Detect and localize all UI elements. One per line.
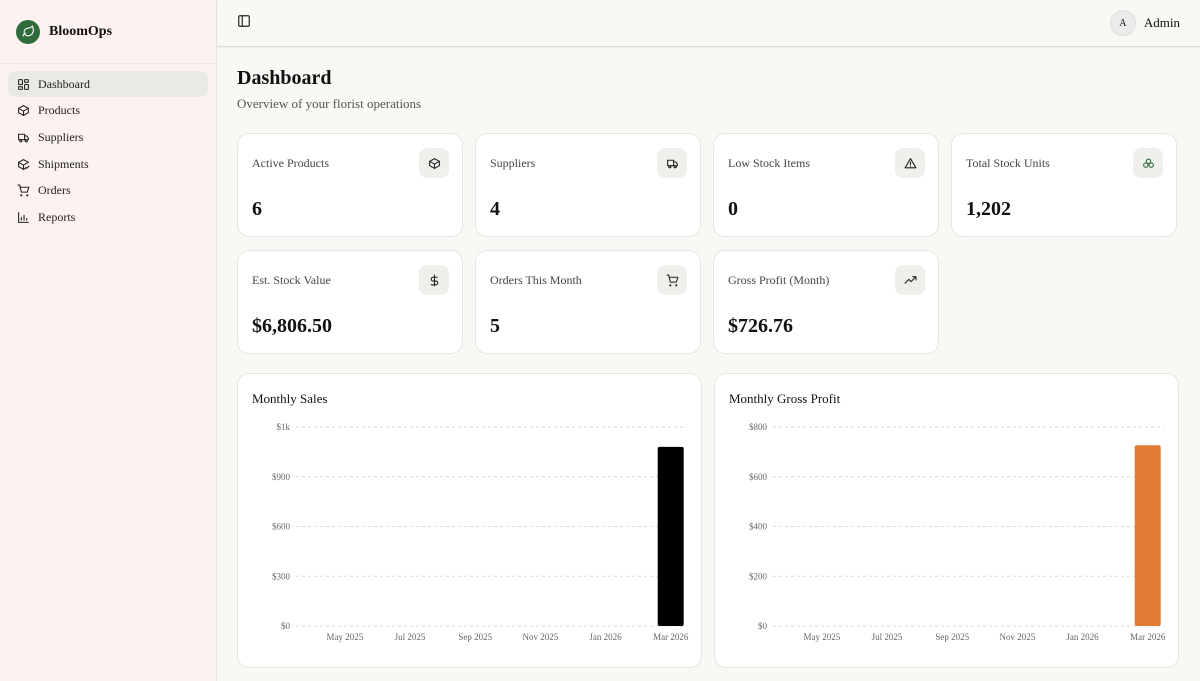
package-check-icon: [17, 158, 38, 171]
cart-icon: [657, 265, 687, 295]
x-tick-label: Sep 2025: [935, 632, 969, 642]
stat-card: Low Stock Items 0: [713, 133, 939, 237]
avatar: A: [1109, 10, 1136, 36]
chart-title: Monthly Sales: [252, 391, 328, 406]
trending-up-icon: [895, 265, 925, 295]
sidebar-item-reports[interactable]: Reports: [8, 204, 208, 230]
x-tick-label: Sep 2025: [458, 632, 492, 642]
stat-label: Orders This Month: [490, 273, 582, 287]
x-tick-label: Mar 2026: [1130, 632, 1166, 642]
x-tick-label: Nov 2025: [1000, 632, 1036, 642]
sidebar-item-label: Reports: [38, 209, 76, 224]
stat-label: Suppliers: [490, 156, 536, 170]
stat-label: Total Stock Units: [966, 156, 1050, 170]
monthly-gross-profit-chart: Monthly Gross Profit $0 $200 $400 $600 $800 Ma…: [714, 373, 1179, 668]
stat-card: Suppliers 4: [475, 133, 701, 237]
stat-card: Est. Stock Value $6,806.50: [237, 250, 463, 354]
stat-value: 5: [490, 315, 500, 337]
brand[interactable]: BloomOps: [0, 0, 216, 64]
sidebar: BloomOps Dashboard Products Suppliers Shipm…: [0, 0, 217, 681]
sidebar-item-label: Dashboard: [38, 76, 90, 91]
x-tick-label: May 2025: [327, 632, 364, 642]
sidebar-item-dashboard[interactable]: Dashboard: [8, 71, 208, 97]
y-tick-label: $900: [272, 472, 291, 482]
dashboard-icon: [17, 78, 38, 91]
sidebar-item-label: Products: [38, 103, 80, 118]
user-name: Admin: [1143, 15, 1180, 30]
stat-value: 6: [252, 198, 262, 220]
page-title: Dashboard: [237, 67, 332, 89]
chart-title: Monthly Gross Profit: [729, 391, 841, 406]
y-tick-label: $0: [281, 621, 291, 631]
user-menu[interactable]: A Admin: [1109, 10, 1180, 36]
package-icon: [419, 148, 449, 178]
page-subtitle: Overview of your florist operations: [237, 96, 422, 111]
sidebar-toggle-icon[interactable]: [237, 14, 251, 33]
stat-card: Total Stock Units 1,202: [951, 133, 1177, 237]
x-tick-label: Jan 2026: [589, 632, 622, 642]
stat-value: 0: [728, 198, 738, 220]
main-content: Dashboard Overview of your florist opera…: [237, 67, 1179, 668]
y-tick-label: $300: [272, 571, 291, 581]
x-tick-label: Jul 2025: [395, 632, 426, 642]
y-tick-label: $1k: [277, 422, 291, 432]
bar-chart-icon: [17, 211, 38, 224]
stat-value: $726.76: [728, 315, 793, 337]
bar-mar-2026: [657, 446, 684, 626]
truck-icon: [17, 131, 38, 144]
dollar-icon: [419, 265, 449, 295]
x-tick-label: Jul 2025: [872, 632, 903, 642]
stat-label: Gross Profit (Month): [728, 273, 830, 287]
cart-icon: [17, 184, 38, 197]
alert-triangle-icon: [895, 148, 925, 178]
package-icon: [17, 104, 38, 117]
stat-value: $6,806.50: [252, 315, 332, 337]
y-tick-label: $400: [749, 522, 768, 532]
flower-icon: [1133, 148, 1163, 178]
stat-label: Low Stock Items: [728, 156, 810, 170]
y-tick-label: $600: [749, 472, 768, 482]
stat-card: Active Products 6: [237, 133, 463, 237]
y-tick-label: $600: [272, 522, 291, 532]
sidebar-item-label: Suppliers: [38, 129, 84, 144]
y-tick-label: $800: [749, 422, 768, 432]
stat-card: Orders This Month 5: [475, 250, 701, 354]
x-tick-label: Mar 2026: [653, 632, 689, 642]
topbar: A Admin: [217, 0, 1200, 47]
y-tick-label: $0: [758, 621, 768, 631]
sidebar-item-orders[interactable]: Orders: [8, 178, 208, 204]
x-tick-label: Jan 2026: [1066, 632, 1099, 642]
bar-mar-2026: [1134, 445, 1161, 626]
sidebar-item-products[interactable]: Products: [8, 98, 208, 124]
stat-label: Est. Stock Value: [252, 273, 331, 287]
stat-label: Active Products: [252, 156, 329, 170]
stat-value: 4: [490, 198, 500, 220]
x-tick-label: May 2025: [804, 632, 841, 642]
sidebar-item-label: Orders: [38, 183, 71, 198]
leaf-logo-icon: [16, 19, 40, 44]
monthly-sales-chart: Monthly Sales $0 $300 $600 $900 $1k May 2025 Ju…: [237, 373, 702, 668]
y-tick-label: $200: [749, 571, 768, 581]
stat-card: Gross Profit (Month) $726.76: [713, 250, 939, 354]
stat-value: 1,202: [966, 198, 1011, 220]
sidebar-item-label: Shipments: [38, 156, 89, 171]
truck-icon: [657, 148, 687, 178]
sidebar-item-shipments[interactable]: Shipments: [8, 151, 208, 177]
brand-name: BloomOps: [49, 23, 113, 39]
sidebar-item-suppliers[interactable]: Suppliers: [8, 124, 208, 150]
x-tick-label: Nov 2025: [523, 632, 559, 642]
